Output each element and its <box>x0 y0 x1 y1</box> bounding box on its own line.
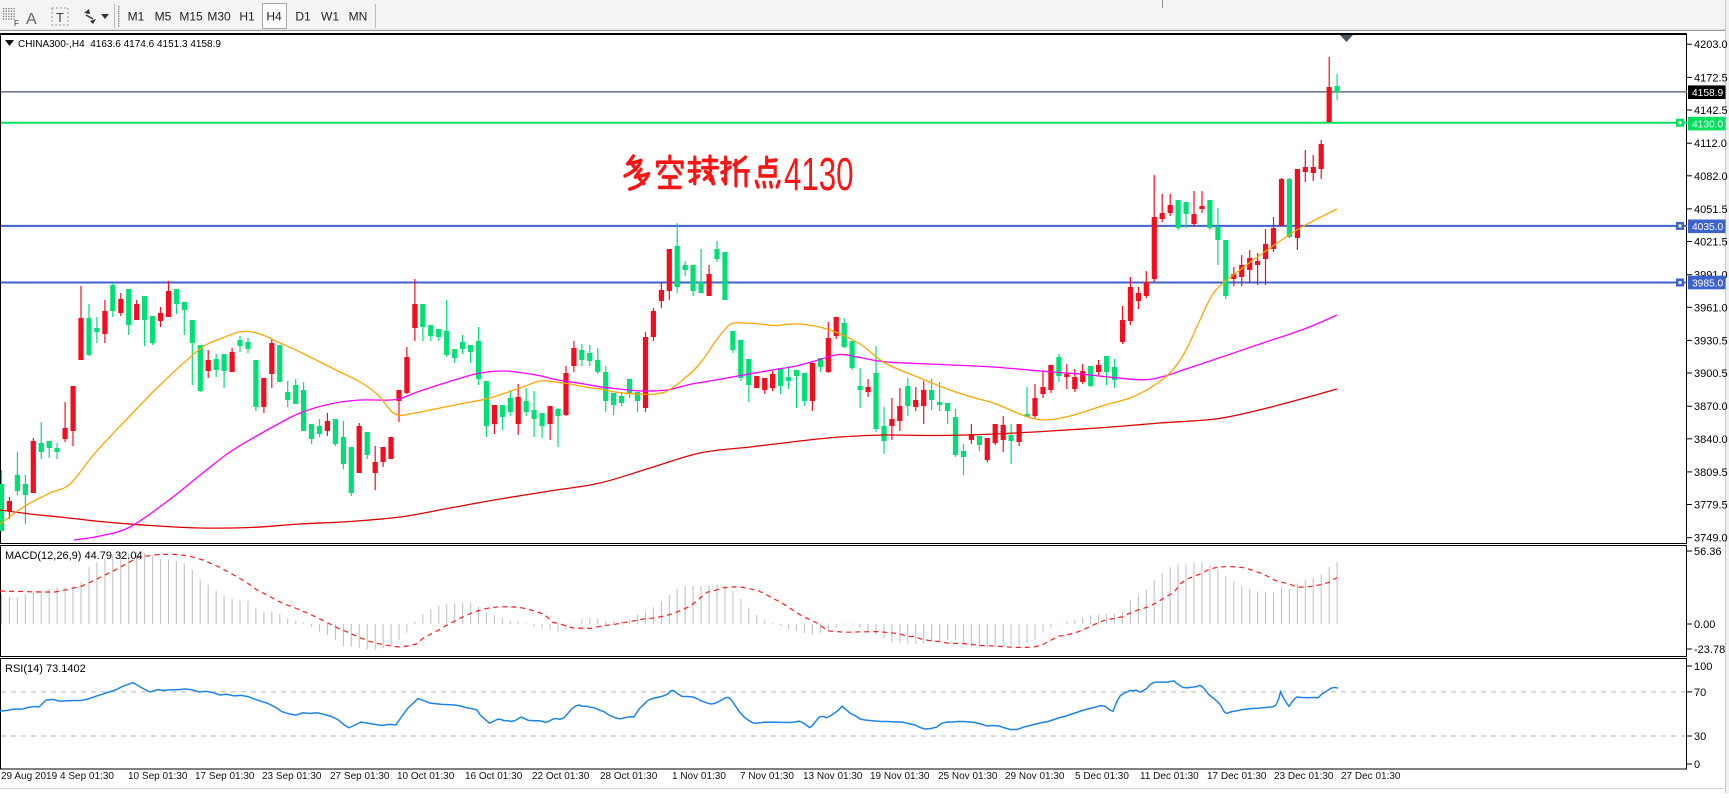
svg-text:A: A <box>26 11 37 28</box>
svg-text:4158.9: 4158.9 <box>1692 88 1723 99</box>
svg-text:3870.0: 3870.0 <box>1694 401 1728 413</box>
svg-text:23 Dec 01:30: 23 Dec 01:30 <box>1274 771 1334 782</box>
svg-text:3779.5: 3779.5 <box>1694 500 1728 512</box>
svg-text:25 Nov 01:30: 25 Nov 01:30 <box>938 771 998 782</box>
svg-text:4082.0: 4082.0 <box>1694 171 1728 183</box>
svg-text:-23.78: -23.78 <box>1694 644 1725 656</box>
svg-text:0: 0 <box>1694 759 1700 771</box>
svg-text:H4: H4 <box>266 10 282 24</box>
svg-text:D1: D1 <box>295 10 311 24</box>
svg-text:MN: MN <box>349 10 368 24</box>
svg-text:23 Sep 01:30: 23 Sep 01:30 <box>262 771 322 782</box>
svg-text:10 Sep 01:30: 10 Sep 01:30 <box>128 771 188 782</box>
svg-text:7 Nov 01:30: 7 Nov 01:30 <box>740 771 794 782</box>
svg-text:3809.5: 3809.5 <box>1694 467 1728 479</box>
svg-text:56.36: 56.36 <box>1694 546 1722 558</box>
svg-text:4130: 4130 <box>784 149 854 200</box>
svg-text:5 Dec 01:30: 5 Dec 01:30 <box>1075 771 1129 782</box>
svg-text:11 Dec 01:30: 11 Dec 01:30 <box>1140 771 1199 782</box>
svg-text:4130.0: 4130.0 <box>1692 119 1723 130</box>
svg-text:4021.5: 4021.5 <box>1694 237 1728 249</box>
svg-text:RSI(14) 73.1402: RSI(14) 73.1402 <box>5 663 86 675</box>
svg-text:4035.0: 4035.0 <box>1692 222 1723 233</box>
svg-text:16 Oct 01:30: 16 Oct 01:30 <box>465 771 523 782</box>
svg-text:CHINA300-,H4 4163.6 4174.6 41: CHINA300-,H4 4163.6 4174.6 4151.3 4158.9 <box>18 39 221 50</box>
svg-text:30: 30 <box>1694 731 1706 743</box>
svg-text:3900.5: 3900.5 <box>1694 368 1728 380</box>
svg-text:H1: H1 <box>239 10 255 24</box>
svg-text:F: F <box>14 19 19 28</box>
svg-text:MACD(12,26,9) 44.79 32.04: MACD(12,26,9) 44.79 32.04 <box>5 550 143 562</box>
svg-text:22 Oct 01:30: 22 Oct 01:30 <box>532 771 590 782</box>
svg-text:M1: M1 <box>128 10 145 24</box>
svg-text:M30: M30 <box>207 10 231 24</box>
svg-text:3840.0: 3840.0 <box>1694 434 1728 446</box>
svg-text:17 Sep 01:30: 17 Sep 01:30 <box>195 771 255 782</box>
svg-text:4112.0: 4112.0 <box>1694 138 1727 150</box>
svg-text:13 Nov 01:30: 13 Nov 01:30 <box>803 771 863 782</box>
svg-text:3930.5: 3930.5 <box>1694 335 1728 347</box>
svg-text:M15: M15 <box>179 10 203 24</box>
svg-text:4 Sep 01:30: 4 Sep 01:30 <box>60 771 114 782</box>
svg-text:70: 70 <box>1694 687 1706 699</box>
svg-text:3749.0: 3749.0 <box>1694 533 1728 545</box>
svg-text:29 Nov 01:30: 29 Nov 01:30 <box>1005 771 1065 782</box>
svg-text:28 Oct 01:30: 28 Oct 01:30 <box>600 771 658 782</box>
svg-text:10 Oct 01:30: 10 Oct 01:30 <box>397 771 455 782</box>
svg-text:4051.5: 4051.5 <box>1694 204 1728 216</box>
svg-text:0.00: 0.00 <box>1694 619 1715 631</box>
svg-text:17 Dec 01:30: 17 Dec 01:30 <box>1207 771 1267 782</box>
svg-text:19 Nov 01:30: 19 Nov 01:30 <box>870 771 930 782</box>
svg-text:M5: M5 <box>155 10 172 24</box>
svg-text:3961.0: 3961.0 <box>1694 302 1728 314</box>
svg-text:27 Dec 01:30: 27 Dec 01:30 <box>1341 771 1401 782</box>
svg-text:4172.5: 4172.5 <box>1694 72 1728 84</box>
svg-text:3985.0: 3985.0 <box>1692 278 1723 289</box>
svg-text:100: 100 <box>1694 661 1712 673</box>
svg-text:4203.0: 4203.0 <box>1694 39 1728 51</box>
svg-text:4142.5: 4142.5 <box>1694 105 1728 117</box>
svg-text:W1: W1 <box>321 10 339 24</box>
svg-text:29 Aug 2019: 29 Aug 2019 <box>1 771 58 782</box>
svg-text:T: T <box>56 10 64 25</box>
svg-text:27 Sep 01:30: 27 Sep 01:30 <box>330 771 390 782</box>
svg-text:1 Nov 01:30: 1 Nov 01:30 <box>672 771 726 782</box>
